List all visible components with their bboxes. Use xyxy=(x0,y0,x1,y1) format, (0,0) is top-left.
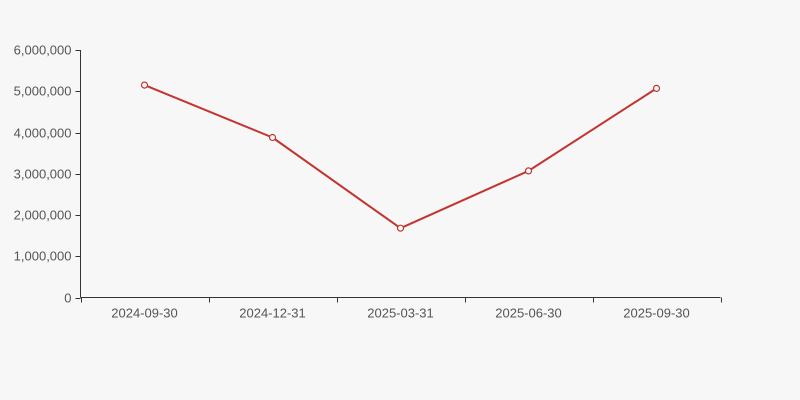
x-axis-tick-label: 2024-09-30 xyxy=(111,306,178,321)
y-axis-tick-label: 3,000,000 xyxy=(14,167,72,182)
data-point-marker[interactable] xyxy=(524,167,533,175)
y-axis-tick-label: 1,000,000 xyxy=(14,249,72,264)
x-axis-tick-label: 2025-03-31 xyxy=(367,306,434,321)
y-axis-tick-label: 6,000,000 xyxy=(14,43,72,58)
data-point-marker[interactable] xyxy=(396,224,405,232)
y-axis-tick-label: 5,000,000 xyxy=(14,84,72,99)
y-axis-tick-label: 0 xyxy=(64,291,71,306)
x-axis-tick-label: 2025-09-30 xyxy=(623,306,690,321)
y-axis-tick-label: 4,000,000 xyxy=(14,126,72,141)
data-point-marker[interactable] xyxy=(140,81,149,89)
series-line xyxy=(143,84,658,230)
x-axis-tick-label: 2024-12-31 xyxy=(239,306,306,321)
data-point-marker[interactable] xyxy=(652,84,661,93)
x-axis-tick-label: 2025-06-30 xyxy=(495,306,562,321)
y-axis-tick-label: 2,000,000 xyxy=(14,208,72,223)
data-point-marker[interactable] xyxy=(268,133,277,142)
